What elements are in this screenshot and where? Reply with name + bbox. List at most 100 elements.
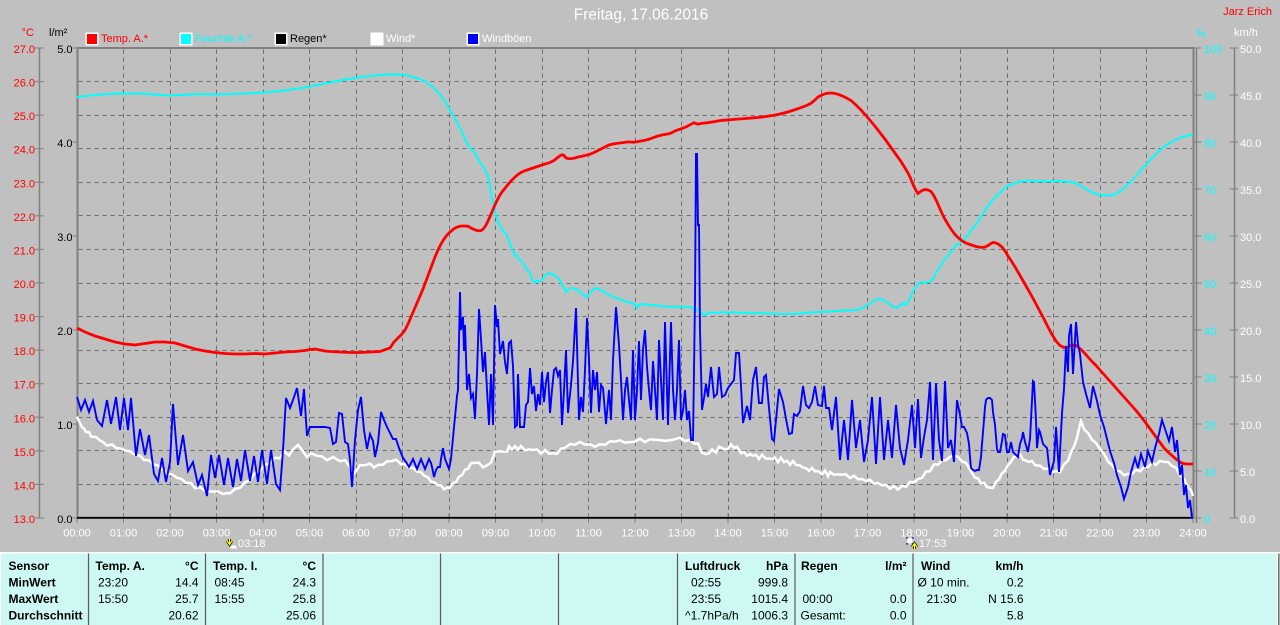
svg-text:25.7: 25.7 xyxy=(175,592,199,606)
svg-text:Windböen: Windböen xyxy=(482,33,532,45)
svg-text:90: 90 xyxy=(1204,91,1216,103)
svg-text:19:00: 19:00 xyxy=(947,528,975,540)
svg-text:1006.3: 1006.3 xyxy=(751,609,788,623)
svg-text:0.0: 0.0 xyxy=(1240,514,1255,526)
svg-text:14:00: 14:00 xyxy=(714,528,742,540)
svg-text:15:55: 15:55 xyxy=(215,592,245,606)
svg-text:Jarz Erich: Jarz Erich xyxy=(1223,6,1272,18)
svg-text:25.0: 25.0 xyxy=(14,111,35,123)
svg-text:3.0: 3.0 xyxy=(57,232,72,244)
svg-text:1.0: 1.0 xyxy=(57,420,72,432)
svg-text:13:00: 13:00 xyxy=(668,528,696,540)
svg-text:50: 50 xyxy=(1204,279,1216,291)
svg-text:30.0: 30.0 xyxy=(1240,232,1261,244)
svg-text:Freitag, 17.06.2016: Freitag, 17.06.2016 xyxy=(574,7,708,24)
svg-text:20:00: 20:00 xyxy=(993,528,1021,540)
svg-text:°C: °C xyxy=(303,559,317,573)
svg-text:13.0: 13.0 xyxy=(14,514,35,526)
svg-text:80: 80 xyxy=(1204,138,1216,150)
svg-text:18.0: 18.0 xyxy=(14,346,35,358)
svg-text:hPa: hPa xyxy=(766,559,788,573)
svg-text:10:00: 10:00 xyxy=(528,528,556,540)
svg-text:21.0: 21.0 xyxy=(14,245,35,257)
svg-text:04:00: 04:00 xyxy=(249,528,277,540)
svg-text:27.0: 27.0 xyxy=(14,44,35,56)
svg-text:15:00: 15:00 xyxy=(761,528,789,540)
svg-text:Regen*: Regen* xyxy=(290,33,327,45)
svg-text:5.0: 5.0 xyxy=(1240,467,1255,479)
svg-text:15.0: 15.0 xyxy=(1240,373,1261,385)
svg-text:°C: °C xyxy=(22,27,34,39)
svg-text:02:00: 02:00 xyxy=(156,528,184,540)
svg-text:22:00: 22:00 xyxy=(1086,528,1114,540)
svg-text:23:20: 23:20 xyxy=(98,576,128,590)
svg-text:40: 40 xyxy=(1204,326,1216,338)
svg-text:km/h: km/h xyxy=(995,559,1023,573)
svg-text:30: 30 xyxy=(1204,373,1216,385)
svg-text:06:00: 06:00 xyxy=(342,528,370,540)
svg-text:50.0: 50.0 xyxy=(1240,44,1261,56)
svg-text:16:00: 16:00 xyxy=(807,528,835,540)
svg-text:10: 10 xyxy=(1204,467,1216,479)
svg-text:0: 0 xyxy=(1204,514,1210,526)
svg-text:17:53: 17:53 xyxy=(919,538,947,550)
svg-text:23.0: 23.0 xyxy=(14,178,35,190)
svg-text:Durchschnitt: Durchschnitt xyxy=(9,609,83,623)
svg-text:60: 60 xyxy=(1204,232,1216,244)
svg-text:40.0: 40.0 xyxy=(1240,138,1261,150)
svg-text:18:00: 18:00 xyxy=(900,528,928,540)
svg-text:%: % xyxy=(1196,28,1206,40)
svg-text:^1.7hPa/h: ^1.7hPa/h xyxy=(685,609,739,623)
svg-text:Feuchte A.*: Feuchte A.* xyxy=(195,33,253,45)
svg-text:20.62: 20.62 xyxy=(168,609,198,623)
svg-text:21:30: 21:30 xyxy=(927,592,957,606)
svg-text:20.0: 20.0 xyxy=(14,279,35,291)
svg-text:MinWert: MinWert xyxy=(9,576,56,590)
svg-text:14.4: 14.4 xyxy=(175,576,199,590)
svg-text:05:00: 05:00 xyxy=(296,528,324,540)
svg-text:5.8: 5.8 xyxy=(1007,609,1024,623)
svg-text:N 15.6: N 15.6 xyxy=(988,592,1024,606)
svg-text:23:00: 23:00 xyxy=(1133,528,1161,540)
svg-text:999.8: 999.8 xyxy=(758,576,788,590)
svg-text:16.0: 16.0 xyxy=(14,413,35,425)
svg-text:19.0: 19.0 xyxy=(14,313,35,325)
svg-text:Sensor: Sensor xyxy=(9,559,50,573)
svg-text:17.0: 17.0 xyxy=(14,380,35,392)
svg-text:14.0: 14.0 xyxy=(14,480,35,492)
svg-text:l/m²: l/m² xyxy=(885,559,906,573)
svg-text:20: 20 xyxy=(1204,420,1216,432)
svg-text:Temp. A.: Temp. A. xyxy=(96,559,145,573)
svg-text:22.0: 22.0 xyxy=(14,212,35,224)
svg-text:Ø 10 min.: Ø 10 min. xyxy=(918,576,970,590)
svg-text:03:18: 03:18 xyxy=(238,538,266,550)
svg-text:MaxWert: MaxWert xyxy=(9,592,59,606)
svg-text:26.0: 26.0 xyxy=(14,78,35,90)
svg-text:24.3: 24.3 xyxy=(293,576,317,590)
svg-text:24:00: 24:00 xyxy=(1179,528,1207,540)
svg-text:100: 100 xyxy=(1204,44,1222,56)
svg-text:17:00: 17:00 xyxy=(854,528,882,540)
svg-text:Gesamt:: Gesamt: xyxy=(801,609,846,623)
svg-text:15.0: 15.0 xyxy=(14,447,35,459)
svg-text:25.0: 25.0 xyxy=(1240,279,1261,291)
svg-text:02:55: 02:55 xyxy=(691,576,721,590)
svg-text:01:00: 01:00 xyxy=(110,528,138,540)
svg-text:11:00: 11:00 xyxy=(575,528,602,540)
svg-text:Wind*: Wind* xyxy=(386,33,416,45)
svg-text:km/h: km/h xyxy=(1234,27,1258,39)
svg-text:l/m²: l/m² xyxy=(49,27,68,39)
svg-text:5.0: 5.0 xyxy=(57,44,72,56)
svg-text:08:45: 08:45 xyxy=(215,576,245,590)
svg-text:07:00: 07:00 xyxy=(389,528,417,540)
svg-text:0.0: 0.0 xyxy=(890,609,907,623)
svg-text:Luftdruck: Luftdruck xyxy=(685,559,741,573)
svg-text:0.2: 0.2 xyxy=(1007,576,1024,590)
svg-text:°C: °C xyxy=(185,559,199,573)
svg-text:45.0: 45.0 xyxy=(1240,91,1261,103)
svg-text:25.8: 25.8 xyxy=(293,592,317,606)
svg-text:21:00: 21:00 xyxy=(1040,528,1068,540)
svg-text:35.0: 35.0 xyxy=(1240,185,1261,197)
svg-text:1015.4: 1015.4 xyxy=(751,592,788,606)
svg-text:0.0: 0.0 xyxy=(890,592,907,606)
